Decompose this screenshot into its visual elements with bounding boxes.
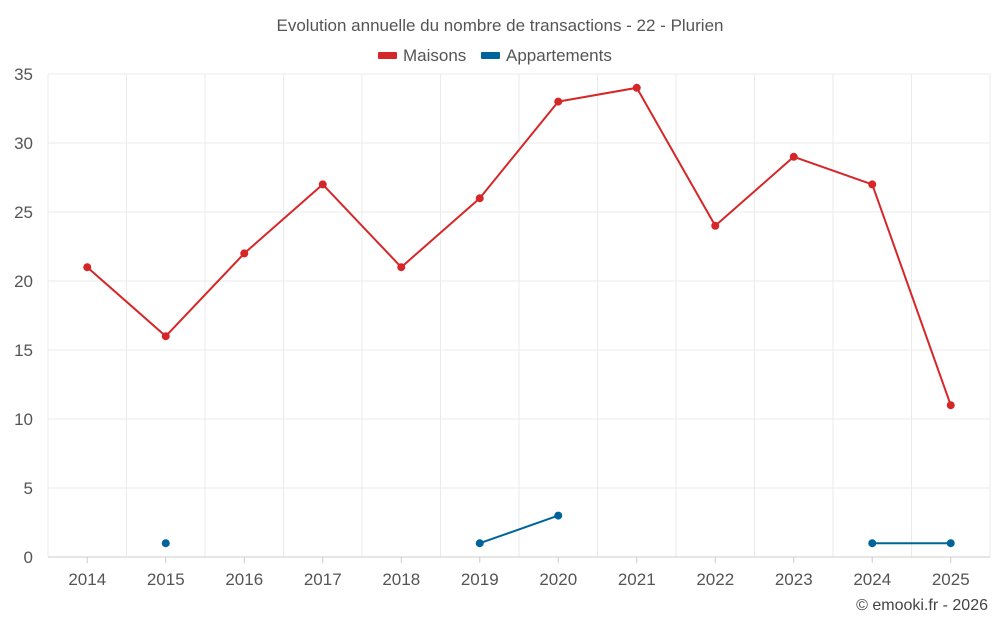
x-tick-label: 2016 — [225, 570, 263, 589]
data-point-appartements[interactable] — [946, 539, 955, 548]
x-tick-label: 2024 — [853, 570, 891, 589]
series-layer — [83, 83, 955, 548]
x-axis: 2014 2015 2016 2017 2018 2019 2020 2021 2022 2023… — [48, 556, 990, 589]
data-point-maisons[interactable] — [161, 332, 170, 341]
data-point-maisons[interactable] — [554, 97, 563, 106]
y-tick-label: 30 — [14, 134, 33, 153]
data-point-maisons[interactable] — [475, 194, 484, 203]
credit-text: © emooki.fr - 2026 — [856, 597, 988, 614]
x-tick-label: 2015 — [147, 570, 185, 589]
data-point-maisons[interactable] — [711, 221, 720, 230]
data-point-maisons[interactable] — [318, 180, 327, 189]
data-point-appartements[interactable] — [161, 539, 170, 548]
legend-swatch-maisons — [378, 52, 397, 59]
series-line-appartements — [479, 514, 559, 545]
legend: Maisons Appartements — [378, 46, 612, 65]
legend-item-appartements[interactable]: Appartements — [481, 46, 612, 65]
legend-label-appartements: Appartements — [506, 46, 612, 65]
data-point-maisons[interactable] — [397, 263, 406, 272]
x-tick-label: 2019 — [461, 570, 499, 589]
data-point-appartements[interactable] — [475, 539, 484, 548]
data-point-maisons[interactable] — [789, 152, 798, 161]
x-tick-label: 2020 — [539, 570, 577, 589]
x-tick-label: 2017 — [304, 570, 342, 589]
data-point-maisons[interactable] — [240, 249, 249, 258]
y-tick-label: 5 — [24, 479, 33, 498]
chart-title: Evolution annuelle du nombre de transact… — [277, 16, 724, 35]
data-point-appartements[interactable] — [868, 539, 877, 548]
legend-swatch-appartements — [481, 52, 500, 59]
x-tick-label: 2014 — [68, 570, 106, 589]
y-tick-label: 10 — [14, 410, 33, 429]
y-tick-label: 20 — [14, 272, 33, 291]
y-tick-label: 15 — [14, 341, 33, 360]
x-tick-label: 2022 — [696, 570, 734, 589]
series-line-maisons — [86, 86, 952, 406]
data-point-maisons[interactable] — [83, 263, 92, 272]
y-axis: 0 5 10 15 20 25 30 35 — [14, 65, 33, 567]
legend-item-maisons[interactable]: Maisons — [378, 46, 466, 65]
x-tick-label: 2025 — [932, 570, 970, 589]
y-tick-label: 0 — [24, 548, 33, 567]
x-tick-label: 2021 — [618, 570, 656, 589]
x-tick-label: 2023 — [775, 570, 813, 589]
data-point-maisons[interactable] — [632, 83, 641, 92]
y-tick-label: 25 — [14, 203, 33, 222]
x-tick-label: 2018 — [382, 570, 420, 589]
data-point-maisons[interactable] — [946, 401, 955, 410]
legend-label-maisons: Maisons — [403, 46, 466, 65]
data-point-maisons[interactable] — [868, 180, 877, 189]
grid — [47, 73, 991, 558]
data-point-appartements[interactable] — [554, 511, 563, 520]
y-tick-label: 35 — [14, 65, 33, 84]
